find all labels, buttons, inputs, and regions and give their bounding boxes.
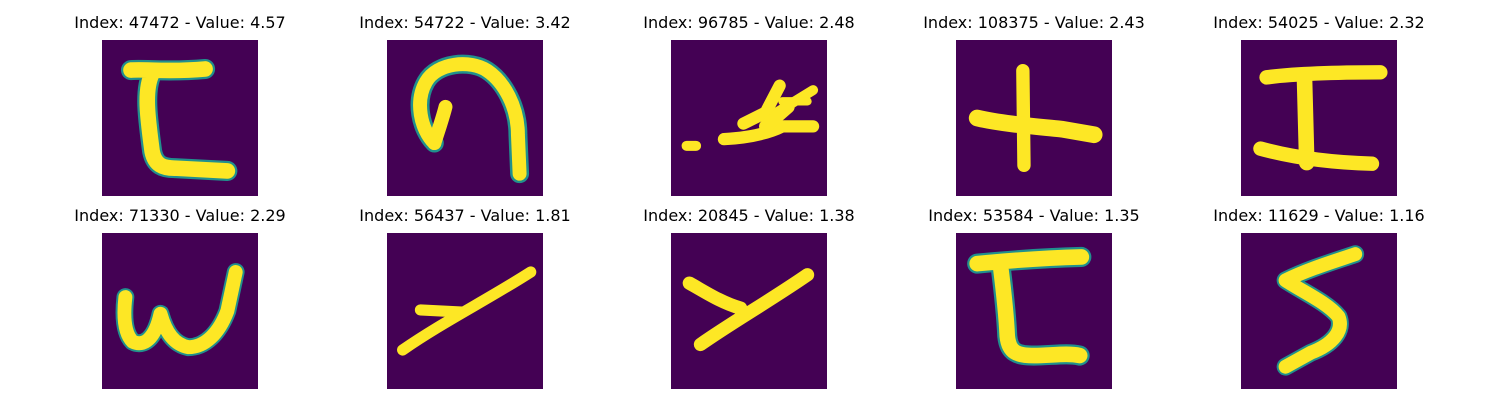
hand-glyph	[671, 40, 827, 196]
panel-title: Index: 108375 - Value: 2.43	[923, 13, 1145, 32]
glyph-image	[956, 233, 1112, 389]
arch-glyph	[387, 40, 543, 196]
panel-title: Index: 71330 - Value: 2.29	[74, 206, 286, 225]
panel-title: Index: 47472 - Value: 4.57	[74, 13, 286, 32]
w-glyph	[102, 233, 258, 389]
glyph-image	[102, 40, 258, 196]
panel-title: Index: 96785 - Value: 2.48	[643, 13, 855, 32]
panel-title: Index: 54025 - Value: 2.32	[1213, 13, 1425, 32]
c-hook-glyph	[956, 233, 1112, 389]
panel-title: Index: 56437 - Value: 1.81	[359, 206, 571, 225]
five-glyph	[1241, 233, 1397, 389]
glyph-image	[956, 40, 1112, 196]
glyph-image	[671, 40, 827, 196]
panel-title: Index: 20845 - Value: 1.38	[643, 206, 855, 225]
slanted-y-glyph	[387, 233, 543, 389]
y-glyph	[671, 233, 827, 389]
c-hook-glyph	[102, 40, 258, 196]
glyph-image	[671, 233, 827, 389]
glyph-image	[102, 233, 258, 389]
plus-glyph	[956, 40, 1112, 196]
panel-title: Index: 11629 - Value: 1.16	[1213, 206, 1425, 225]
glyph-image	[387, 233, 543, 389]
glyph-image	[387, 40, 543, 196]
i-glyph	[1241, 40, 1397, 196]
panel-title: Index: 54722 - Value: 3.42	[359, 13, 571, 32]
panel-title: Index: 53584 - Value: 1.35	[928, 206, 1140, 225]
glyph-image	[1241, 40, 1397, 196]
glyph-image	[1241, 233, 1397, 389]
